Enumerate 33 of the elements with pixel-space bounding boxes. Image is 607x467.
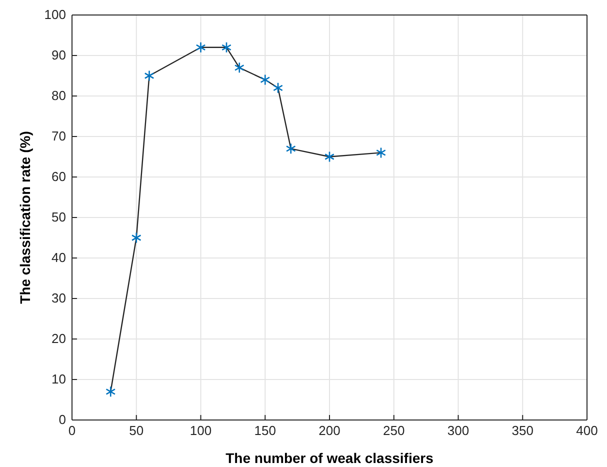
y-axis-title: The classification rate (%) <box>17 131 33 304</box>
x-tick-label: 50 <box>129 423 144 438</box>
y-tick-label: 70 <box>52 128 66 144</box>
x-tick-label: 100 <box>190 423 212 438</box>
point <box>324 151 334 162</box>
x-axis-title: The number of weak classifiers <box>226 450 434 466</box>
x-tick-label: 400 <box>576 423 598 438</box>
point <box>144 70 154 82</box>
point <box>222 42 232 54</box>
point <box>376 147 386 158</box>
point <box>260 74 270 86</box>
point <box>106 386 116 398</box>
x-tick-label: 150 <box>254 423 276 438</box>
y-tick-label: 20 <box>52 331 66 346</box>
y-tick-label: 100 <box>44 7 66 22</box>
y-tick-label: 10 <box>52 372 66 387</box>
y-tick-label: 40 <box>52 250 66 266</box>
x-tick-label: 250 <box>383 423 405 438</box>
y-tick-label: 80 <box>52 88 66 104</box>
point <box>196 42 206 54</box>
point <box>234 62 244 74</box>
y-tick-label: 90 <box>52 48 66 63</box>
y-tick-label: 50 <box>52 210 66 225</box>
y-tick-label: 30 <box>52 290 66 306</box>
x-tick-label: 350 <box>512 423 534 438</box>
x-tick-label: 300 <box>447 423 470 438</box>
y-tick-label: 0 <box>58 412 66 428</box>
x-tick-label: 200 <box>318 423 340 438</box>
point <box>286 143 296 154</box>
x-tick-label: 0 <box>68 423 76 438</box>
point <box>273 82 283 94</box>
y-tick-label: 60 <box>52 169 66 184</box>
point <box>131 232 142 244</box>
